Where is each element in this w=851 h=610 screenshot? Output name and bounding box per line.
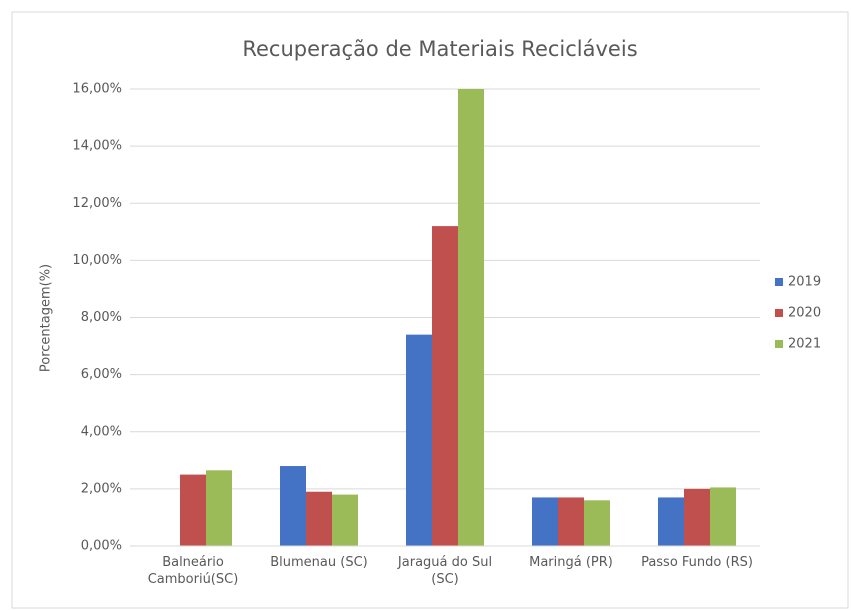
- chart-title: Recuperação de Materiais Recicláveis: [242, 37, 637, 61]
- y-tick-label: 4,00%: [81, 424, 122, 439]
- bar: [206, 470, 232, 546]
- bar: [306, 491, 332, 546]
- x-tick-label: Balneário Camboriú(SC): [147, 555, 239, 587]
- bar: [532, 497, 558, 546]
- x-tick-label: Passo Fundo (RS): [641, 555, 753, 570]
- y-tick-label: 2,00%: [81, 481, 122, 496]
- y-tick-label: 12,00%: [72, 196, 122, 211]
- x-tick-label: Maringá (PR): [529, 555, 613, 570]
- bar: [280, 466, 306, 546]
- legend-swatch: [775, 340, 783, 348]
- bar: [458, 89, 484, 546]
- bar: [584, 500, 610, 546]
- x-tick-label: Jaraguá do Sul (SC): [397, 555, 493, 587]
- bar: [432, 226, 458, 546]
- y-tick-label: 0,00%: [81, 539, 122, 554]
- x-tick-label: Blumenau (SC): [270, 555, 368, 570]
- y-tick-label: 16,00%: [72, 82, 122, 97]
- bar: [406, 334, 432, 546]
- y-tick-label: 10,00%: [72, 253, 122, 268]
- bar: [710, 487, 736, 546]
- bar: [684, 488, 710, 546]
- legend-label: 2020: [788, 306, 821, 321]
- y-axis-label: Porcentagem(%): [39, 264, 54, 372]
- y-tick-label: 8,00%: [81, 310, 122, 325]
- chart-border: [11, 11, 849, 609]
- legend-label: 2019: [788, 275, 821, 290]
- legend-label: 2021: [788, 337, 821, 352]
- bar: [658, 497, 684, 546]
- y-tick-label: 6,00%: [81, 367, 122, 382]
- y-tick-label: 14,00%: [72, 139, 122, 154]
- legend-swatch: [775, 309, 783, 317]
- bar: [332, 494, 358, 546]
- bar: [558, 497, 584, 546]
- legend-swatch: [775, 278, 783, 286]
- bar: [180, 474, 206, 546]
